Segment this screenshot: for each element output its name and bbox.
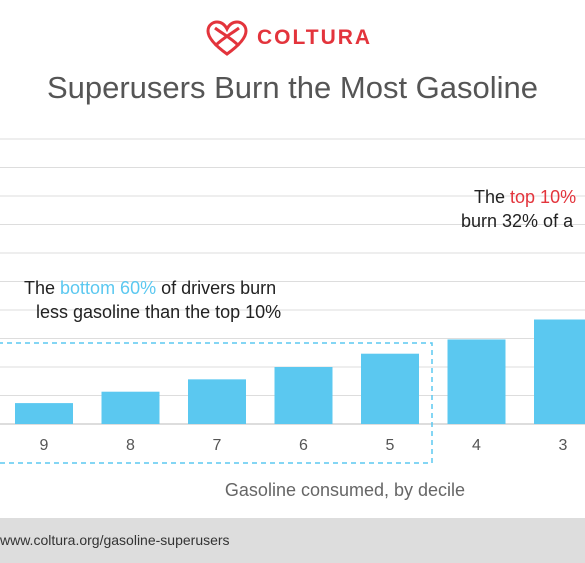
bar-decile-6 xyxy=(274,367,333,424)
tick-label-4: 4 xyxy=(472,437,481,454)
bottom-60-bracket xyxy=(0,342,433,464)
bar-decile-7 xyxy=(188,379,246,424)
chart-title: Superusers Burn the Most Gasoline xyxy=(46,70,539,105)
tick-label-6: 6 xyxy=(299,437,308,454)
bar-decile-9 xyxy=(15,403,73,424)
bar-decile-8 xyxy=(101,391,160,424)
bar-decile-5 xyxy=(361,353,419,424)
x-axis-label: Gasoline consumed, by decile xyxy=(224,480,466,500)
bar-decile-3 xyxy=(534,319,585,424)
brand-name: COLTURA xyxy=(257,26,373,49)
annotation-bottom-60: The bottom 60% of drivers burn less gaso… xyxy=(24,278,282,322)
tick-label-9: 9 xyxy=(40,437,49,454)
tick-label-5: 5 xyxy=(386,437,395,454)
bar-chart: 9 8 7 6 5 4 3 xyxy=(0,138,585,464)
tick-label-7: 7 xyxy=(213,437,222,454)
heart-logo-icon xyxy=(206,20,248,56)
coltura-logo: COLTURA xyxy=(205,20,385,58)
bars xyxy=(15,319,585,424)
bar-decile-4 xyxy=(447,339,506,424)
footer: www.coltura.org/gasoline-superusers xyxy=(0,518,585,563)
tick-labels: 9 8 7 6 5 4 3 xyxy=(40,437,568,454)
tick-label-8: 8 xyxy=(126,437,135,454)
annotation-top-10: The top 10% burn 32% of a xyxy=(461,187,577,231)
tick-label-3: 3 xyxy=(559,437,568,454)
header: COLTURA Superusers Burn the Most Gasolin… xyxy=(0,0,585,130)
footer-url[interactable]: www.coltura.org/gasoline-superusers xyxy=(0,532,230,548)
